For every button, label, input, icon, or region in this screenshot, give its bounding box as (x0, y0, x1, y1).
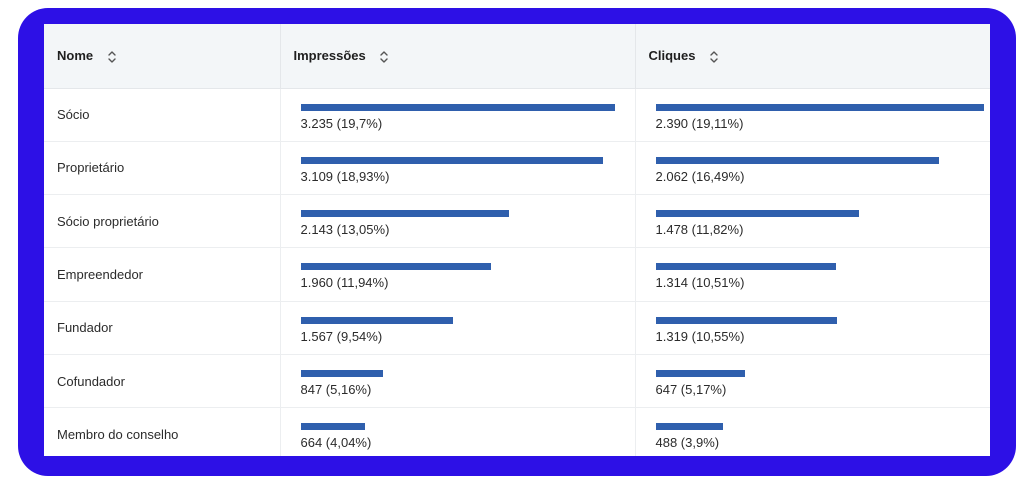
table-row: Empreendedor 1.960 (11,94%) 1.314 (10,51%) (44, 247, 990, 302)
sort-updown-icon[interactable] (107, 50, 117, 64)
impressions-bar (300, 210, 509, 218)
row-name: Sócio (57, 107, 90, 123)
demographics-table: Nome Impressões Cliques (44, 24, 990, 456)
clicks-bar (655, 156, 939, 164)
impressions-value: 3.109 (18,93%) (300, 168, 390, 184)
column-header-label: Cliques (648, 47, 696, 63)
impressions-value: 1.960 (11,94%) (300, 275, 389, 291)
table-body: Sócio 3.235 (19,7%) 2.390 (19,11%) Propriet… (44, 88, 990, 456)
row-name: Fundador (57, 320, 113, 336)
clicks-value: 2.062 (16,49%) (655, 168, 745, 184)
table-row: Sócio 3.235 (19,7%) 2.390 (19,11%) (44, 88, 990, 142)
impressions-bar (300, 369, 383, 377)
row-name-cell: Fundador (44, 301, 281, 355)
row-name: Empreendedor (57, 267, 143, 283)
clicks-bar (655, 210, 859, 218)
clicks-cell: 1.319 (10,55%) (635, 301, 990, 355)
clicks-cell: 2.062 (16,49%) (635, 141, 990, 196)
clicks-cell: 488 (3,9%) (635, 407, 990, 456)
impressions-value: 1.567 (9,54%) (300, 328, 383, 344)
row-name-cell: Empreendedor (44, 247, 281, 302)
impressions-bar (300, 156, 603, 164)
clicks-value: 647 (5,17%) (655, 381, 727, 397)
row-name-cell: Sócio (44, 88, 281, 142)
row-name: Sócio proprietário (57, 213, 159, 229)
impressions-cell: 1.567 (9,54%) (280, 301, 636, 355)
clicks-value: 1.319 (10,55%) (655, 328, 745, 344)
clicks-value: 2.390 (19,11%) (655, 115, 744, 131)
row-name: Proprietário (57, 160, 125, 176)
clicks-bar (655, 369, 745, 377)
table-row: Fundador 1.567 (9,54%) 1.319 (10,55%) (44, 301, 990, 355)
impressions-cell: 2.143 (13,05%) (280, 194, 636, 249)
clicks-bar (655, 103, 984, 111)
column-header-impressions[interactable]: Impressões (280, 24, 636, 89)
row-name-cell: Sócio proprietário (44, 194, 281, 249)
table-row: Membro do conselho 664 (4,04%) 488 (3,9%) (44, 407, 990, 456)
clicks-value: 1.478 (11,82%) (655, 222, 744, 238)
clicks-bar (655, 316, 837, 324)
impressions-cell: 1.960 (11,94%) (280, 247, 636, 302)
clicks-cell: 2.390 (19,11%) (635, 88, 990, 142)
impressions-value: 2.143 (13,05%) (300, 222, 390, 238)
sort-updown-icon[interactable] (379, 50, 389, 64)
table-row: Proprietário 3.109 (18,93%) 2.062 (16,49%) (44, 141, 990, 196)
column-header-name[interactable]: Nome (44, 24, 281, 89)
clicks-value: 1.314 (10,51%) (655, 275, 745, 291)
sort-updown-icon[interactable] (709, 50, 719, 64)
impressions-cell: 3.109 (18,93%) (280, 141, 636, 196)
demographics-table-panel: Nome Impressões Cliques (44, 24, 990, 456)
row-name-cell: Cofundador (44, 354, 281, 409)
column-header-clicks[interactable]: Cliques (635, 24, 990, 89)
clicks-cell: 1.314 (10,51%) (635, 247, 990, 302)
row-name: Cofundador (57, 373, 125, 389)
table-row: Cofundador 847 (5,16%) 647 (5,17%) (44, 354, 990, 409)
clicks-bar (655, 263, 836, 271)
impressions-cell: 3.235 (19,7%) (280, 88, 636, 142)
impressions-cell: 664 (4,04%) (280, 407, 636, 456)
clicks-value: 488 (3,9%) (655, 435, 720, 451)
row-name-cell: Proprietário (44, 141, 281, 196)
table-header-row: Nome Impressões Cliques (44, 24, 990, 89)
column-header-label: Nome (57, 47, 94, 63)
clicks-cell: 1.478 (11,82%) (635, 194, 990, 249)
impressions-value: 847 (5,16%) (300, 381, 372, 397)
row-name: Membro do conselho (57, 426, 179, 442)
column-header-label: Impressões (293, 47, 366, 63)
impressions-bar (300, 263, 491, 271)
row-name-cell: Membro do conselho (44, 407, 281, 456)
impressions-bar (300, 423, 365, 431)
impressions-bar (300, 103, 615, 111)
table-row: Sócio proprietário 2.143 (13,05%) 1.478 (1… (44, 194, 990, 249)
clicks-cell: 647 (5,17%) (635, 354, 990, 409)
clicks-bar (655, 423, 723, 431)
impressions-value: 3.235 (19,7%) (300, 115, 383, 131)
impressions-value: 664 (4,04%) (300, 435, 372, 451)
impressions-bar (300, 316, 453, 324)
impressions-cell: 847 (5,16%) (280, 354, 636, 409)
